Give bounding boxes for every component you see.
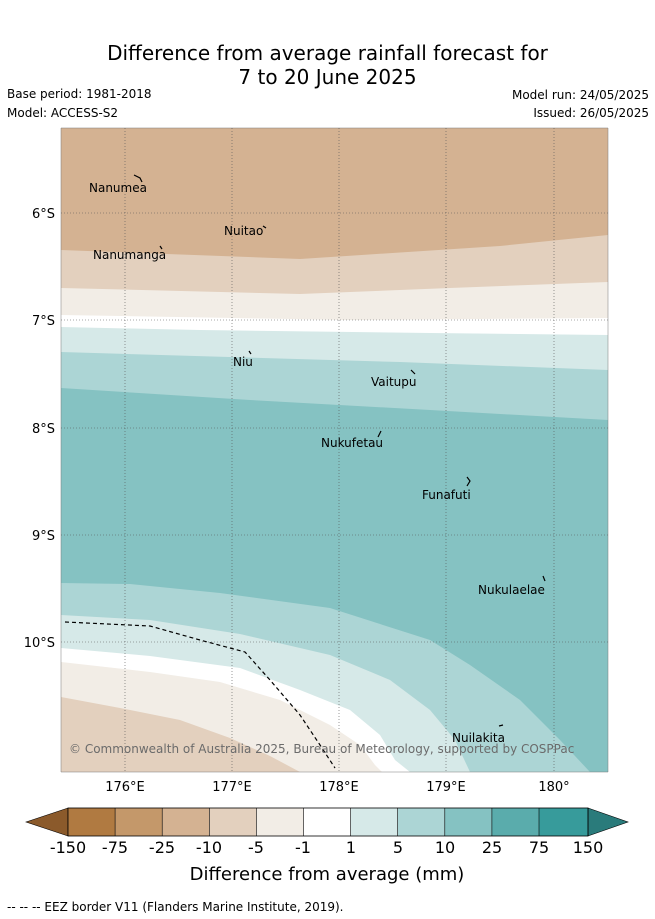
colorbar-segment <box>256 808 304 836</box>
colorbar-tick-label: -75 <box>102 838 128 857</box>
colorbar-high-arrow <box>587 807 629 837</box>
place-label-nanumea: Nanumea <box>89 181 147 195</box>
colorbar-segment <box>539 808 588 836</box>
place-label-nuilakita: Nuilakita <box>452 731 505 745</box>
colorbar-tick-label: 1 <box>346 838 356 857</box>
place-label-nanumanga: Nanumanga <box>93 248 167 262</box>
title-line-1: Difference from average rainfall forecas… <box>107 41 548 65</box>
colorbar-tick-label: -150 <box>50 838 86 857</box>
colorbar-tick-label: -25 <box>149 838 175 857</box>
lon-label-176e: 176°E <box>105 780 145 795</box>
colorbar-segment <box>491 808 539 836</box>
place-label-funafuti: Funafuti <box>422 488 471 502</box>
copyright-notice: © Commonwealth of Australia 2025, Bureau… <box>69 742 575 756</box>
place-label-nukufetau: Nukufetau <box>321 436 384 450</box>
colorbar-segment <box>162 808 210 836</box>
lon-label-180: 180° <box>538 780 569 795</box>
eez-border-line <box>64 621 336 769</box>
model-name: Model: ACCESS-S2 <box>7 106 119 120</box>
band-minus-10-to-25-north <box>61 128 608 259</box>
lon-label-179e: 179°E <box>426 780 466 795</box>
colorbar-tick-label: -1 <box>295 838 311 857</box>
base-period: Base period: 1981-2018 <box>7 87 152 101</box>
colorbar-segment <box>397 808 445 836</box>
island-outlines <box>133 174 546 727</box>
lat-label-10s: 10°S <box>24 636 55 651</box>
colorbar-segment <box>115 808 163 836</box>
lat-label-7s: 7°S <box>32 314 55 329</box>
place-label-nukulaelae: Nukulaelae <box>478 583 545 597</box>
place-label-nuitao: Nuitao <box>224 224 264 238</box>
graticule <box>61 128 608 772</box>
lon-label-178e: 178°E <box>319 780 359 795</box>
colorbar-tick-label: 25 <box>482 838 502 857</box>
lon-label-177e: 177°E <box>212 780 252 795</box>
eez-legend-note: -- -- -- EEZ border V11 (Flanders Marine… <box>7 900 344 914</box>
colorbar-tick-label: 75 <box>529 838 549 857</box>
issued-date: Issued: 26/05/2025 <box>533 106 649 120</box>
lat-label-8s: 8°S <box>32 422 55 437</box>
colorbar-tick-label: 5 <box>393 838 403 857</box>
colorbar-segment <box>350 808 398 836</box>
colorbar-tick-label: -10 <box>196 838 222 857</box>
title-line-2: 7 to 20 June 2025 <box>238 65 417 89</box>
colorbar-low-arrow <box>25 807 69 837</box>
colorbar-tick-label: 150 <box>573 838 604 857</box>
colorbar-tick-label: -5 <box>248 838 264 857</box>
band-minus-5-to-10-south <box>61 697 300 772</box>
place-label-niu: Niu <box>233 355 253 369</box>
model-run: Model run: 24/05/2025 <box>511 88 649 102</box>
colorbar: -150 -75 -25 -10 -5 -1 1 5 10 25 75 150 … <box>25 807 629 885</box>
colorbar-title: Difference from average (mm) <box>190 864 465 885</box>
colorbar-segment <box>68 808 116 836</box>
colorbar-segment <box>444 808 492 836</box>
lat-label-6s: 6°S <box>32 207 55 222</box>
lat-label-9s: 9°S <box>32 529 55 544</box>
colorbar-segment <box>303 808 351 836</box>
place-label-vaitupu: Vaitupu <box>371 375 417 389</box>
colorbar-segment <box>209 808 257 836</box>
colorbar-tick-label: 10 <box>435 838 455 857</box>
